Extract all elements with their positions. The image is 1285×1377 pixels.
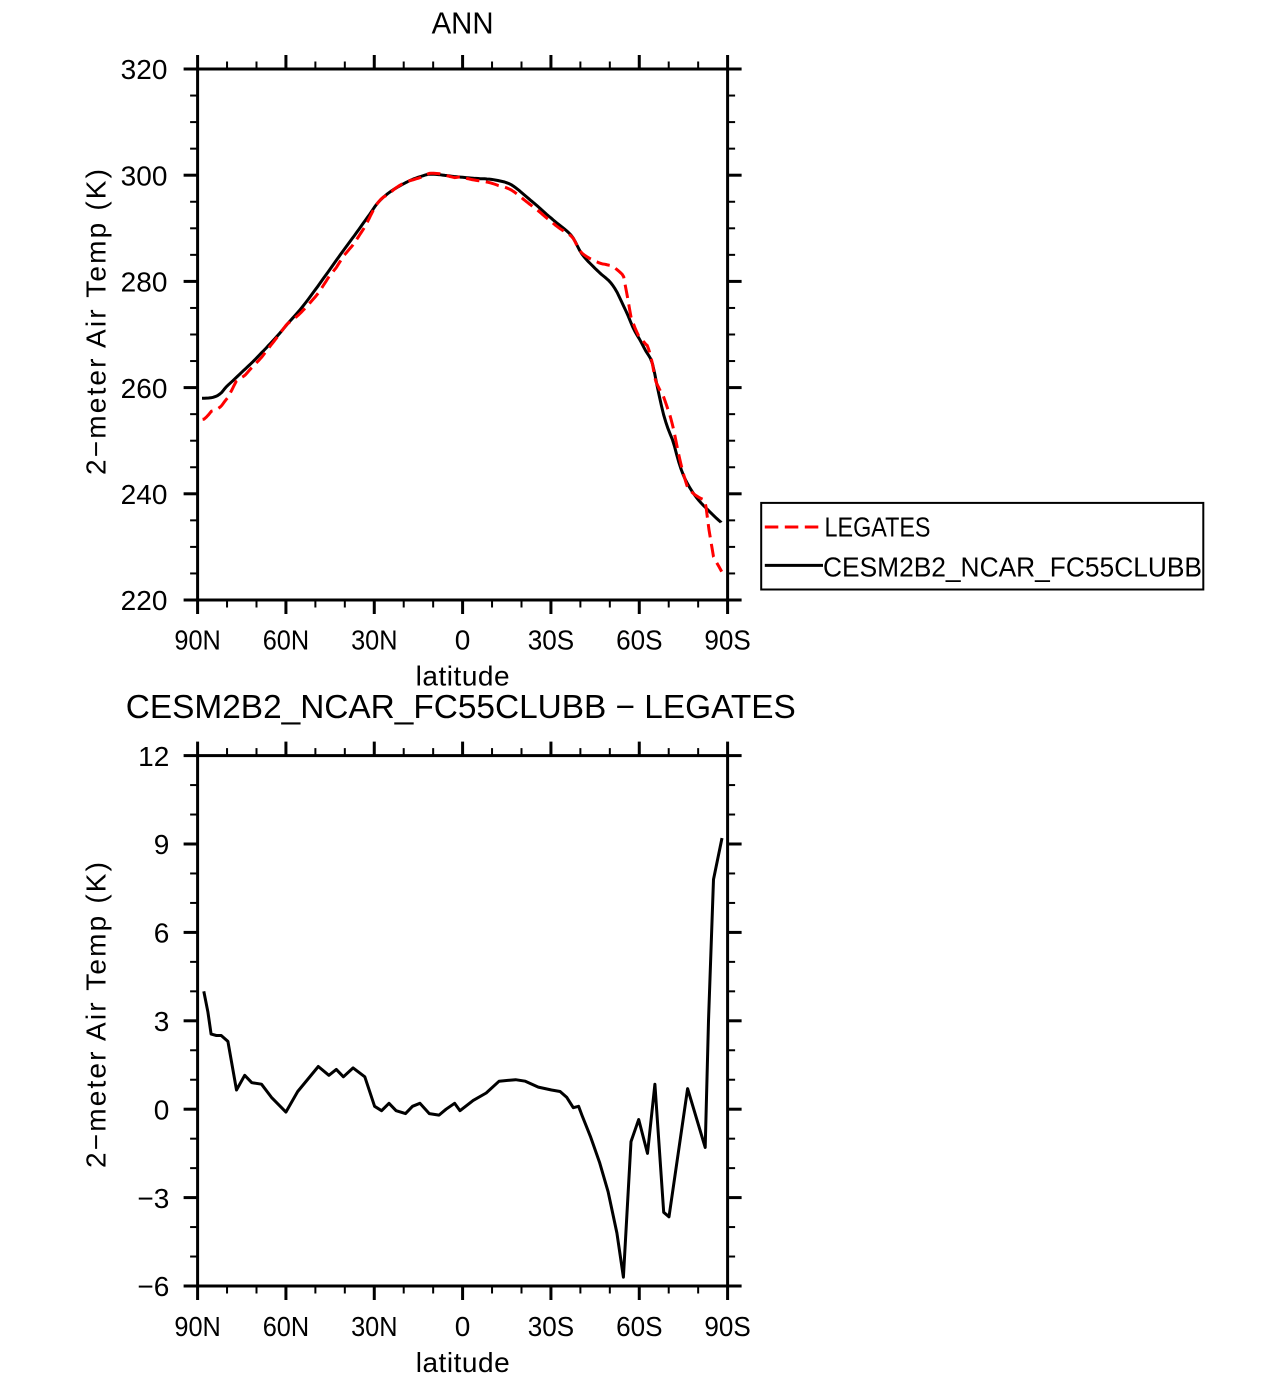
svg-text:30N: 30N: [351, 625, 397, 656]
svg-text:0: 0: [455, 625, 471, 656]
svg-text:60S: 60S: [616, 1311, 662, 1342]
svg-text:30S: 30S: [528, 625, 574, 656]
svg-text:ANN: ANN: [432, 7, 494, 41]
svg-text:0: 0: [154, 1094, 170, 1125]
svg-text:0: 0: [455, 1311, 471, 1342]
svg-text:240: 240: [121, 479, 168, 510]
svg-text:90S: 90S: [704, 625, 750, 656]
svg-text:280: 280: [121, 267, 168, 298]
svg-text:12: 12: [138, 741, 169, 772]
svg-text:30N: 30N: [351, 1311, 397, 1342]
svg-text:60N: 60N: [263, 625, 309, 656]
svg-text:−3: −3: [137, 1183, 169, 1214]
svg-text:220: 220: [121, 585, 168, 616]
svg-text:6: 6: [154, 918, 170, 949]
svg-text:90N: 90N: [174, 625, 220, 656]
svg-text:60N: 60N: [263, 1311, 309, 1342]
svg-text:2−meter Air Temp (K): 2−meter Air Temp (K): [81, 862, 112, 1168]
svg-text:30S: 30S: [528, 1311, 574, 1342]
svg-text:CESM2B2_NCAR_FC55CLUBB: CESM2B2_NCAR_FC55CLUBB: [823, 552, 1202, 583]
svg-text:300: 300: [121, 160, 168, 191]
svg-text:2−meter Air Temp (K): 2−meter Air Temp (K): [81, 169, 112, 475]
svg-text:CESM2B2_NCAR_FC55CLUBB − LEGAT: CESM2B2_NCAR_FC55CLUBB − LEGATES: [126, 689, 796, 726]
svg-text:260: 260: [121, 373, 168, 404]
svg-text:latitude: latitude: [416, 1347, 510, 1377]
svg-text:−6: −6: [137, 1271, 169, 1302]
svg-text:latitude: latitude: [416, 661, 510, 692]
svg-text:3: 3: [154, 1006, 170, 1037]
svg-text:320: 320: [121, 54, 168, 85]
svg-text:9: 9: [154, 829, 170, 860]
svg-text:90N: 90N: [174, 1311, 220, 1342]
svg-text:60S: 60S: [616, 625, 662, 656]
svg-text:90S: 90S: [704, 1311, 750, 1342]
svg-text:LEGATES: LEGATES: [825, 512, 931, 543]
